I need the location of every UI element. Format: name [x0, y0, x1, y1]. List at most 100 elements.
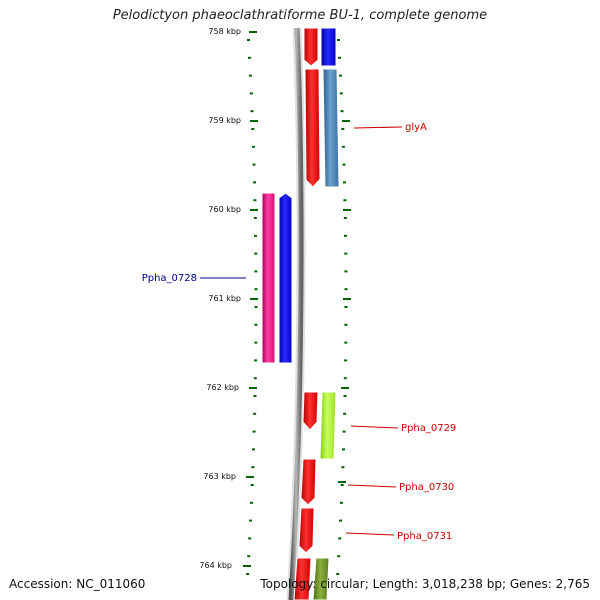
- minor-tick: [249, 501, 253, 504]
- forward-strand-genes: [293, 27, 340, 600]
- minor-tick: [248, 537, 252, 540]
- topology-label: Topology:: [260, 577, 317, 591]
- minor-tick: [249, 92, 253, 95]
- tick-label: 763 kbp: [203, 472, 236, 481]
- minor-tick: [254, 234, 257, 237]
- minor-tick: [341, 145, 345, 148]
- accession-label: Accession:: [9, 577, 73, 591]
- minor-tick: [339, 519, 343, 522]
- minor-tick: [340, 484, 344, 486]
- backbone: [288, 27, 304, 600]
- genome-summary: Topology: circular; Length: 3,018,238 bp…: [260, 577, 590, 591]
- minor-tick: [254, 252, 258, 255]
- minor-tick: [338, 56, 341, 59]
- minor-tick: [248, 74, 252, 77]
- length-label: Length:: [372, 577, 419, 591]
- minor-tick: [253, 395, 257, 397]
- minor-tick: [338, 537, 342, 540]
- gene-label-Ppha_0728[interactable]: Ppha_0728: [142, 273, 197, 284]
- minor-tick: [253, 377, 257, 380]
- gene-glyA[interactable]: [322, 68, 340, 188]
- minor-tick: [344, 359, 348, 362]
- minor-tick: [343, 199, 347, 202]
- minor-tick: [337, 39, 340, 41]
- minor-tick: [251, 128, 255, 130]
- minor-tick: [250, 110, 254, 113]
- minor-tick: [337, 555, 341, 558]
- gene-label-Ppha_0731[interactable]: Ppha_0731: [397, 531, 452, 542]
- minor-tick: [252, 430, 256, 433]
- gene-red[interactable]: [293, 557, 312, 600]
- minor-tick: [252, 448, 255, 451]
- minor-tick: [338, 74, 342, 77]
- tick-rails: [246, 39, 348, 575]
- minor-tick: [339, 92, 343, 95]
- minor-tick: [254, 341, 258, 344]
- minor-tick: [254, 288, 258, 291]
- minor-tick: [344, 270, 348, 273]
- gene-labels: glyA Ppha_0728 Ppha_0729 Ppha_0730 Ppha_…: [142, 122, 457, 542]
- gene-pink[interactable]: [261, 192, 276, 364]
- minor-tick: [251, 466, 255, 469]
- gene-blue-forward[interactable]: [320, 27, 337, 67]
- minor-tick: [339, 501, 343, 504]
- minor-tick: [343, 181, 346, 184]
- gene-Ppha_0731[interactable]: [298, 507, 315, 554]
- minor-tick: [343, 217, 347, 219]
- length-value: 3,018,238 bp: [421, 577, 502, 591]
- minor-tick: [343, 395, 347, 397]
- minor-tick: [344, 323, 348, 326]
- tick-label: 761 kbp: [208, 294, 241, 303]
- leader-line: [347, 484, 397, 488]
- minor-tick: [340, 110, 344, 113]
- map-title: Pelodictyon phaeoclathratiforme BU-1, co…: [112, 8, 488, 23]
- minor-tick: [344, 341, 348, 344]
- gene-Ppha_0729[interactable]: [319, 391, 337, 460]
- minor-tick: [248, 56, 251, 59]
- minor-tick: [341, 128, 345, 130]
- tick-label: 760 kbp: [208, 205, 241, 214]
- genes-label: Genes:: [509, 577, 552, 591]
- tick-label: 758 kbp: [208, 27, 241, 36]
- accession-value: NC_011060: [76, 577, 146, 591]
- minor-tick: [250, 484, 254, 486]
- gene-red[interactable]: [304, 68, 321, 188]
- leader-line: [350, 425, 399, 429]
- minor-tick: [254, 323, 258, 326]
- leader-line: [345, 532, 395, 536]
- minor-tick: [251, 145, 255, 148]
- minor-tick: [342, 430, 346, 433]
- minor-tick: [253, 181, 256, 184]
- minor-tick: [342, 163, 346, 166]
- minor-tick: [246, 573, 250, 575]
- minor-tick: [253, 217, 257, 219]
- minor-tick: [254, 359, 258, 362]
- genes-value: 2,765: [555, 577, 590, 591]
- tick-label: 759 kbp: [208, 116, 241, 125]
- minor-tick: [344, 252, 348, 255]
- minor-tick: [341, 466, 345, 469]
- minor-tick: [344, 288, 348, 291]
- minor-tick: [343, 377, 347, 380]
- gene-Ppha_0730[interactable]: [300, 458, 317, 506]
- minor-tick: [247, 555, 251, 558]
- gene-label-Ppha_0730[interactable]: Ppha_0730: [399, 482, 454, 493]
- topology-value: circular: [320, 577, 365, 591]
- minor-tick: [343, 412, 347, 415]
- gene-red[interactable]: [302, 391, 319, 431]
- minor-tick: [342, 448, 345, 451]
- tick-label: 764 kbp: [199, 561, 232, 570]
- gene-olive[interactable]: [312, 557, 330, 600]
- gene-red[interactable]: [303, 27, 319, 67]
- minor-tick: [247, 39, 250, 41]
- gene-label-glyA[interactable]: glyA: [405, 122, 427, 133]
- minor-tick: [253, 199, 257, 202]
- tick-label: 762 kbp: [206, 383, 239, 392]
- kbp-ticks: 758 kbp 759 kbp 760 kbp 761 kbp 762 kbp …: [199, 27, 351, 570]
- minor-tick: [254, 270, 258, 273]
- minor-tick: [253, 412, 257, 415]
- gene-blue-reverse[interactable]: [278, 192, 293, 364]
- accession-info: Accession: NC_011060: [9, 577, 145, 591]
- gene-label-Ppha_0729[interactable]: Ppha_0729: [401, 423, 456, 434]
